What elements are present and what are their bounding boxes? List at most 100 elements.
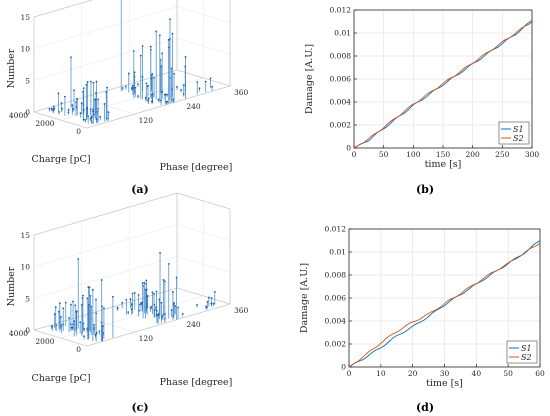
x-tick-label: 50	[503, 369, 513, 378]
stem-marker	[86, 80, 89, 83]
line-chart-b: 0 50 100 150 200 250 300 0 0.002 0.004 0.006 0.008 0…	[304, 6, 539, 171]
stem-marker	[75, 101, 77, 103]
stem-marker	[141, 282, 144, 285]
stem-marker	[175, 276, 178, 279]
stem-marker	[80, 102, 83, 105]
stem-marker	[58, 310, 60, 313]
stem-marker	[145, 306, 148, 309]
box-edge	[33, 111, 88, 129]
stem-marker	[170, 309, 173, 312]
stem-marker	[82, 294, 84, 297]
y-tick-label: 0.012	[325, 225, 347, 234]
stem-marker	[137, 95, 139, 97]
stem-marker	[55, 324, 58, 326]
panel-label-a: (a)	[131, 183, 149, 196]
legend-label-s2: S2	[521, 353, 532, 362]
stem-marker	[161, 90, 164, 93]
stem-marker	[82, 87, 85, 90]
stem-marker	[210, 297, 213, 299]
stem-marker	[77, 258, 80, 260]
stem-marker	[167, 262, 170, 265]
stem-marker	[112, 295, 114, 298]
stem-marker	[67, 108, 70, 111]
y-tick-label: 0.012	[330, 6, 352, 15]
y-tick-label: 0	[346, 144, 351, 153]
stem-marker	[101, 325, 104, 328]
stem-marker	[151, 100, 154, 102]
stem-marker	[155, 306, 157, 309]
stem-marker	[145, 82, 148, 85]
stem-marker	[133, 71, 136, 74]
panel-label-b: (b)	[416, 183, 434, 196]
stem-marker	[100, 279, 103, 281]
stem-marker	[145, 282, 148, 285]
box-edge	[33, 192, 178, 236]
stem-marker	[79, 321, 82, 324]
stem-marker	[167, 38, 170, 41]
stem-marker	[82, 118, 85, 121]
z-tick-label: 15	[20, 13, 30, 22]
stem-marker	[162, 278, 165, 281]
x-axis-label: Phase [degree]	[160, 377, 233, 388]
stem-marker	[155, 290, 158, 293]
stem-marker	[64, 301, 67, 304]
stem-marker	[79, 112, 82, 115]
stem-marker	[160, 301, 163, 304]
stem-marker	[95, 298, 97, 301]
stem-marker	[50, 107, 53, 110]
legend-label-s1: S1	[513, 125, 524, 134]
x-tick-label: 120	[139, 334, 154, 343]
panel-label-c: (c)	[131, 401, 148, 414]
stem-marker	[127, 72, 130, 75]
y-tick-label: 0.008	[325, 271, 347, 280]
stem-marker	[90, 80, 92, 83]
stem-marker	[84, 119, 87, 121]
stem-marker	[71, 326, 74, 329]
stem-chart-a: 0 5 10 15 0 2000 4000 120 240 360 Number Charge [pC…	[6, 0, 249, 173]
stem-marker	[59, 316, 62, 318]
grid-line	[33, 255, 178, 299]
stem-marker	[85, 83, 88, 86]
grid-line	[33, 37, 178, 81]
x-tick-label: 100	[406, 150, 421, 159]
y-tick-label: 0.006	[330, 75, 352, 84]
x-axis-label: time [s]	[426, 378, 463, 389]
stem-marker	[72, 300, 74, 303]
stem-marker	[204, 80, 207, 83]
x-tick-label: 250	[495, 150, 510, 159]
stem-marker	[139, 54, 142, 57]
stem-marker	[146, 294, 149, 297]
y-axis-label: Charge [pC]	[31, 373, 90, 384]
stem-marker	[86, 297, 89, 300]
stem-marker	[52, 105, 55, 108]
stem-marker	[131, 292, 134, 295]
y-tick-label: 4000	[9, 329, 28, 338]
x-tick-label: 240	[186, 320, 201, 329]
stem-marker	[98, 330, 101, 333]
x-tick-label: 60	[535, 369, 545, 378]
box-edge	[86, 303, 231, 347]
z-tick-label: 15	[20, 231, 30, 240]
y-tick-label: 0	[76, 127, 81, 136]
stem-marker	[145, 279, 148, 282]
stem-marker	[173, 72, 175, 75]
stem-marker	[121, 301, 123, 304]
stem-marker	[125, 298, 128, 301]
series-line-s2	[348, 242, 541, 368]
x-tick-label: 10	[376, 369, 386, 378]
x-tick-label: 120	[139, 116, 154, 125]
stem-marker	[210, 302, 213, 305]
stem-marker	[76, 98, 79, 101]
stem-marker	[52, 107, 55, 110]
stem-marker	[82, 109, 85, 111]
stem-marker	[182, 84, 185, 87]
stem-marker	[211, 85, 214, 88]
y-tick-label: 0.002	[325, 340, 347, 349]
z-tick-label: 10	[20, 45, 30, 54]
x-tick-label: 30	[440, 369, 450, 378]
z-tick-label: 0	[25, 108, 30, 117]
stem-marker	[97, 108, 99, 110]
box-edge	[33, 0, 93, 18]
x-tick-label: 40	[472, 369, 482, 378]
